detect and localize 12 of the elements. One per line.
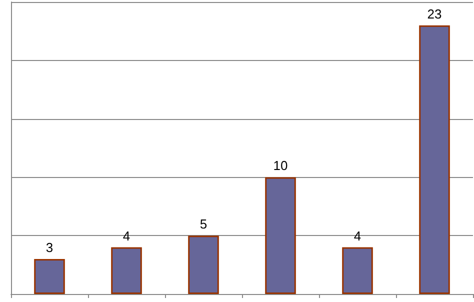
data-label: 4 (354, 228, 362, 244)
bar (419, 25, 450, 294)
bar (111, 247, 142, 294)
data-label: 23 (427, 6, 442, 22)
bar (265, 177, 296, 294)
data-label: 3 (46, 240, 54, 255)
data-label: 5 (200, 216, 208, 232)
data-label: 10 (273, 158, 288, 174)
bar (34, 258, 65, 294)
bar (188, 236, 219, 294)
bar (342, 247, 373, 294)
data-label: 4 (122, 228, 130, 244)
